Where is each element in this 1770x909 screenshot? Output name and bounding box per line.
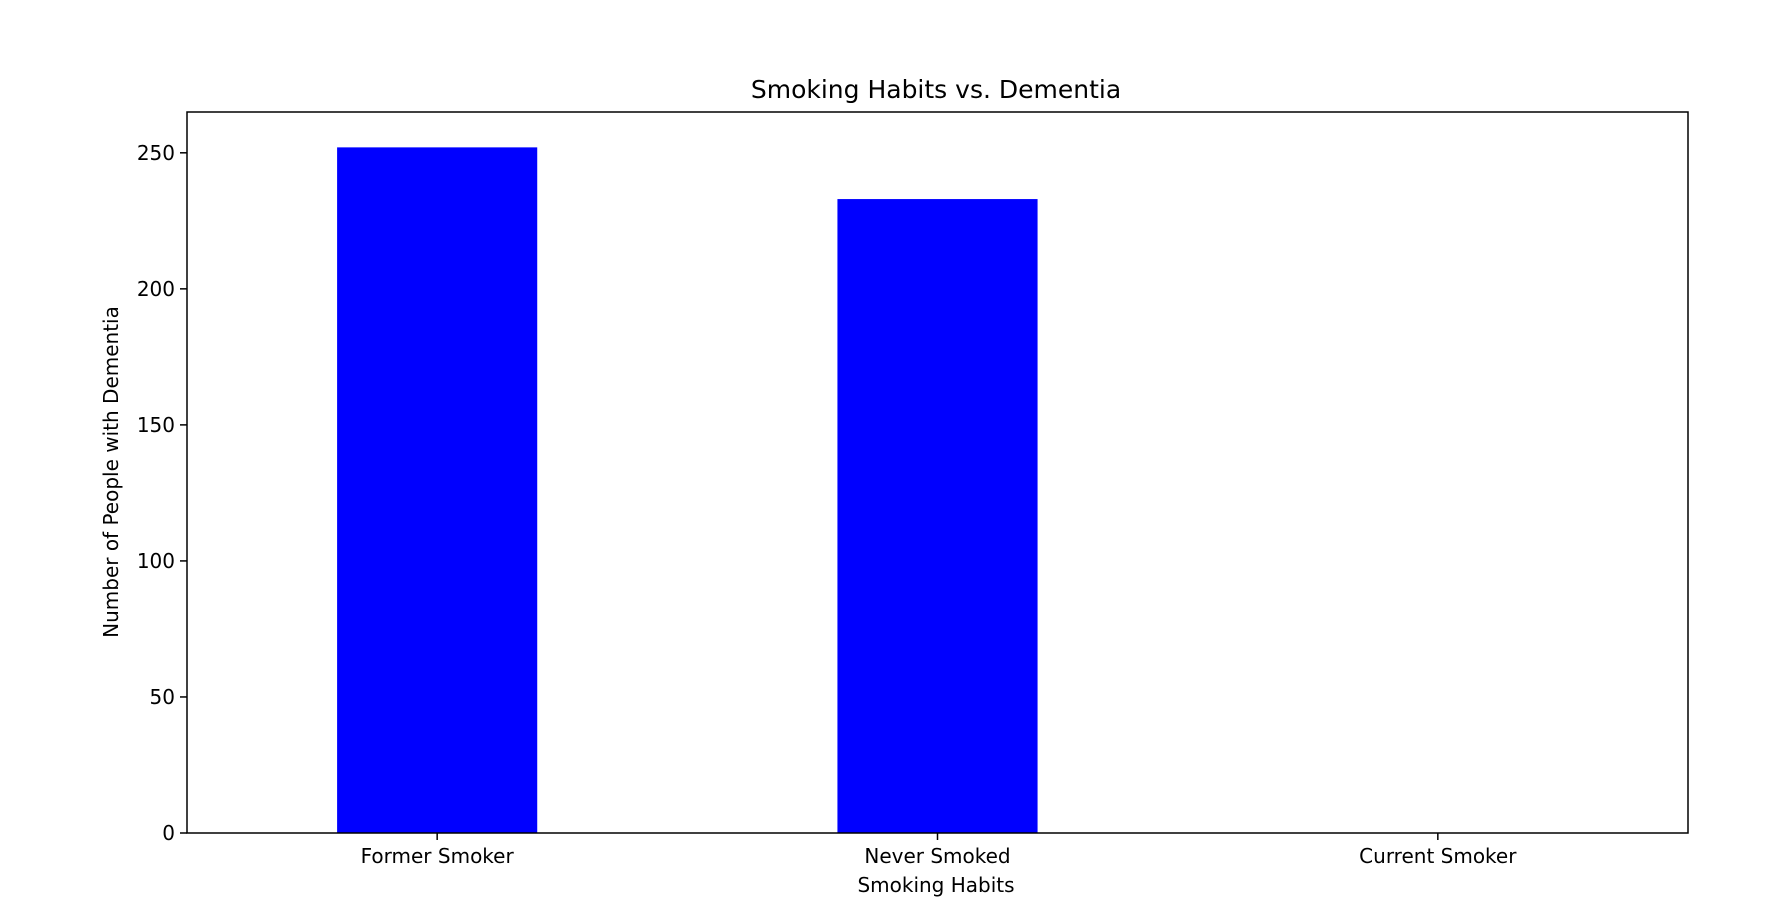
y-axis: 0 50 100 150 200 250 (137, 141, 187, 845)
chart-title: Smoking Habits vs. Dementia (751, 75, 1121, 104)
x-tick-label-current-smoker: Current Smoker (1359, 844, 1517, 868)
y-tick-label-150: 150 (137, 413, 175, 437)
y-tick-label-0: 0 (162, 821, 175, 845)
y-tick-label-200: 200 (137, 277, 175, 301)
y-axis-label: Number of People with Dementia (99, 306, 123, 638)
bar-never-smoked (837, 199, 1038, 833)
x-tick-label-never-smoked: Never Smoked (864, 844, 1010, 868)
bars-group (337, 147, 1038, 833)
x-axis-label: Smoking Habits (857, 873, 1014, 897)
x-axis: Former Smoker Never Smoked Current Smoker (361, 833, 1517, 868)
plot-area-frame (186, 111, 1689, 834)
bar-former-smoker (337, 147, 538, 833)
y-tick-label-50: 50 (150, 685, 175, 709)
x-tick-label-former-smoker: Former Smoker (361, 844, 515, 868)
y-tick-label-100: 100 (137, 549, 175, 573)
y-tick-label-250: 250 (137, 141, 175, 165)
